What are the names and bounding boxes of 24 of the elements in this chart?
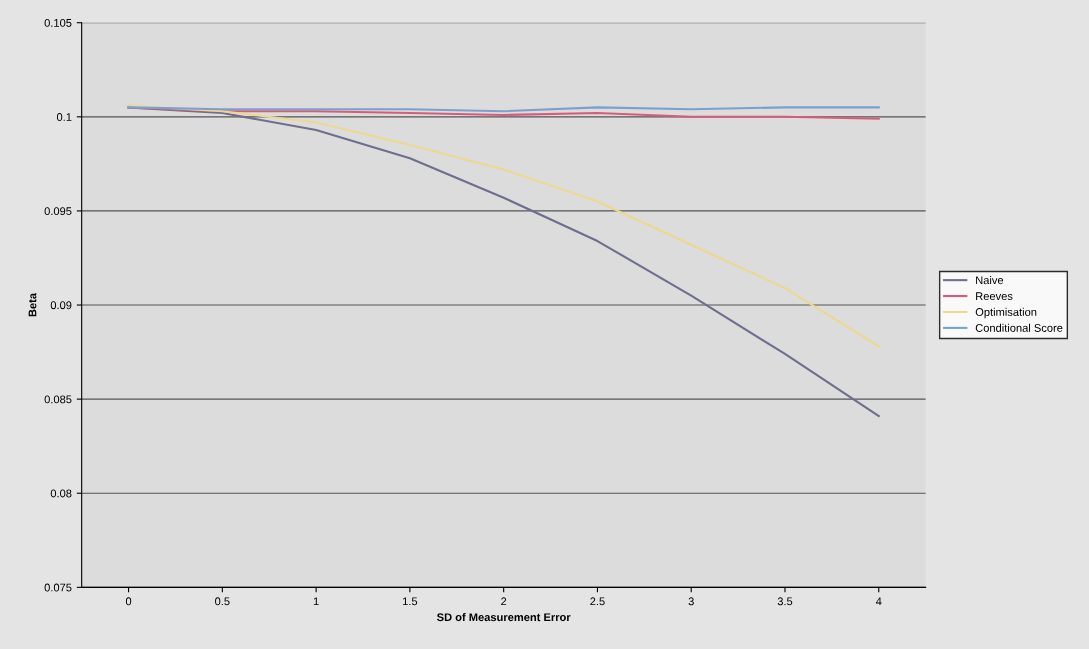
x-tick-label: 4	[875, 597, 882, 606]
x-tick-label: 1.5	[403, 597, 418, 606]
line-series	[127, 106, 880, 120]
y-tick-label: 0.1	[56, 113, 72, 121]
x-tick-label: 2.5	[590, 597, 605, 606]
x-tick-label: 2	[501, 597, 507, 606]
x-tick-label: 0	[125, 597, 132, 606]
y-tick-label: 0.09	[50, 301, 72, 310]
y-tick-label: 0.085	[44, 395, 72, 404]
x-tick-label: 3.5	[777, 597, 793, 606]
x-tick-label: 1	[313, 597, 319, 606]
y-tick-label: 0.08	[50, 489, 72, 498]
line-series	[127, 104, 880, 348]
y-tick-label: 0.105	[44, 18, 72, 27]
legend-label: Optimisation	[975, 307, 1037, 319]
x-tick-label: 0.5	[215, 597, 230, 606]
legend-label: Naive	[976, 275, 1004, 285]
y-tick-label: 0.075	[44, 583, 72, 592]
legend-label: Conditional Score	[975, 323, 1063, 332]
y-axis-title: Beta	[28, 292, 37, 317]
y-tick-label: 0.095	[44, 207, 72, 216]
x-axis-title: SD of Measurement Error	[436, 612, 571, 622]
legend-label: Reeves	[976, 292, 1013, 301]
x-tick-label: 3	[688, 597, 694, 606]
